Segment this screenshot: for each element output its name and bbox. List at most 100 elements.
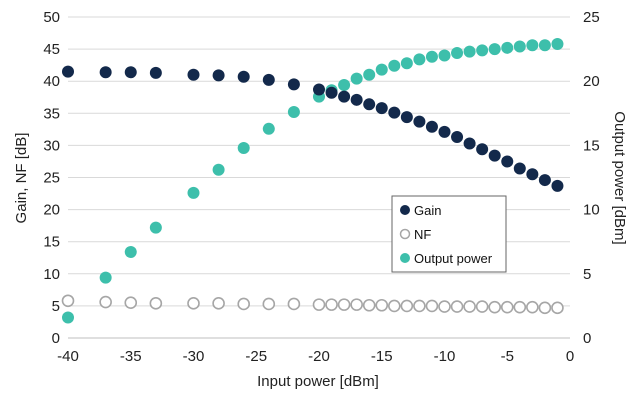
data-point-nf — [551, 301, 564, 315]
data-point-output-power — [149, 221, 162, 234]
y-tick-label: 30 — [43, 137, 60, 154]
data-point-nf — [61, 294, 75, 308]
data-point-nf — [312, 298, 326, 311]
x-tick-label: -5 — [501, 348, 514, 365]
data-point-output-power — [476, 44, 489, 57]
y-tick-label: 40 — [43, 73, 60, 90]
x-tick-label: 0 — [566, 348, 574, 365]
data-point-output-power — [338, 79, 351, 92]
data-point-nf — [237, 297, 250, 311]
data-point-output-power — [538, 39, 551, 52]
data-point-output-power — [287, 106, 300, 119]
data-point-output-power — [187, 186, 200, 199]
data-point-gain — [375, 102, 388, 115]
data-point-nf — [325, 298, 338, 311]
data-point-gain — [287, 78, 300, 91]
data-point-output-power — [425, 50, 438, 63]
data-point-nf — [425, 299, 439, 313]
data-point-output-power — [463, 45, 476, 58]
data-point-output-power — [350, 72, 363, 85]
data-point-nf — [337, 298, 351, 311]
data-point-gain — [187, 68, 200, 81]
data-point-nf — [450, 300, 464, 313]
data-point-gain — [413, 115, 426, 128]
data-point-gain — [551, 179, 564, 192]
data-point-gain — [325, 86, 338, 99]
data-point-nf — [262, 297, 276, 311]
x-axis-title: Input power [dBm] — [257, 373, 379, 390]
data-point-gain — [350, 93, 363, 106]
data-point-nf — [124, 296, 138, 309]
data-point-gain — [488, 149, 501, 162]
y2-tick-label: 15 — [583, 137, 600, 154]
y-tick-label: 20 — [43, 202, 60, 219]
data-points — [61, 37, 564, 324]
data-point-output-power — [212, 163, 225, 176]
data-point-output-power — [375, 63, 388, 76]
data-point-gain — [363, 98, 376, 111]
y-tick-label: 25 — [43, 170, 60, 187]
y-axis-title: Gain, NF [dB] — [13, 133, 30, 224]
x-tick-label: -30 — [183, 348, 205, 365]
data-point-nf — [538, 301, 552, 315]
y2-tick-label: 10 — [583, 202, 600, 219]
y2-tick-label: 25 — [583, 9, 600, 26]
y-tick-labels: 0 5 10 15 20 25 30 35 40 45 50 — [43, 9, 60, 347]
data-point-gain — [425, 120, 438, 133]
y-tick-label: 15 — [43, 234, 60, 251]
x-tick-labels: -40 -35 -30 -25 -20 -15 -10 -5 0 — [57, 348, 574, 365]
data-point-nf — [463, 300, 476, 313]
data-point-gain — [212, 69, 225, 82]
x-tick-label: -35 — [120, 348, 142, 365]
data-point-nf — [99, 295, 112, 309]
legend-marker-gain — [400, 205, 410, 215]
data-point-nf — [350, 298, 363, 311]
data-point-output-power — [501, 41, 514, 54]
data-point-nf — [500, 300, 514, 314]
data-point-nf — [475, 300, 489, 313]
data-point-output-power — [124, 245, 137, 258]
data-point-output-power — [513, 40, 526, 53]
x-tick-label: -25 — [245, 348, 267, 365]
data-point-nf — [513, 300, 527, 314]
x-tick-label: -15 — [371, 348, 393, 365]
data-point-output-power — [388, 59, 401, 72]
y2-tick-label: 0 — [583, 330, 591, 347]
data-point-gain — [262, 73, 275, 86]
data-point-nf — [362, 298, 376, 312]
data-point-output-power — [262, 122, 275, 135]
data-point-gain — [237, 70, 250, 83]
data-point-gain — [463, 137, 476, 150]
data-point-output-power — [438, 49, 451, 62]
legend-marker-nf — [399, 228, 411, 240]
y-tick-label: 50 — [43, 9, 60, 26]
data-point-gain — [149, 66, 162, 79]
data-point-gain — [124, 66, 137, 79]
data-point-output-power — [400, 57, 413, 70]
y2-tick-label: 5 — [583, 266, 591, 283]
data-point-output-power — [451, 46, 464, 59]
y-tick-label: 35 — [43, 105, 60, 122]
gridlines — [68, 16, 570, 307]
data-point-nf — [149, 297, 163, 310]
data-point-nf — [375, 298, 389, 312]
data-point-output-power — [488, 43, 501, 56]
data-point-gain — [513, 162, 526, 175]
data-point-gain — [451, 131, 464, 144]
data-point-gain — [476, 143, 489, 156]
data-point-nf — [287, 297, 301, 311]
x-tick-label: -20 — [308, 348, 330, 365]
data-point-gain — [313, 83, 325, 96]
data-point-nf — [438, 300, 451, 313]
data-point-nf — [400, 299, 414, 313]
y-tick-label: 5 — [52, 298, 60, 315]
data-point-output-power — [62, 311, 74, 324]
data-point-output-power — [413, 53, 426, 66]
data-point-gain — [62, 65, 74, 78]
legend-label-nf: NF — [414, 227, 431, 242]
legend-box — [391, 195, 507, 273]
x-tick-label: -10 — [434, 348, 456, 365]
legend-label-gain: Gain — [414, 203, 441, 218]
data-point-output-power — [363, 68, 376, 81]
